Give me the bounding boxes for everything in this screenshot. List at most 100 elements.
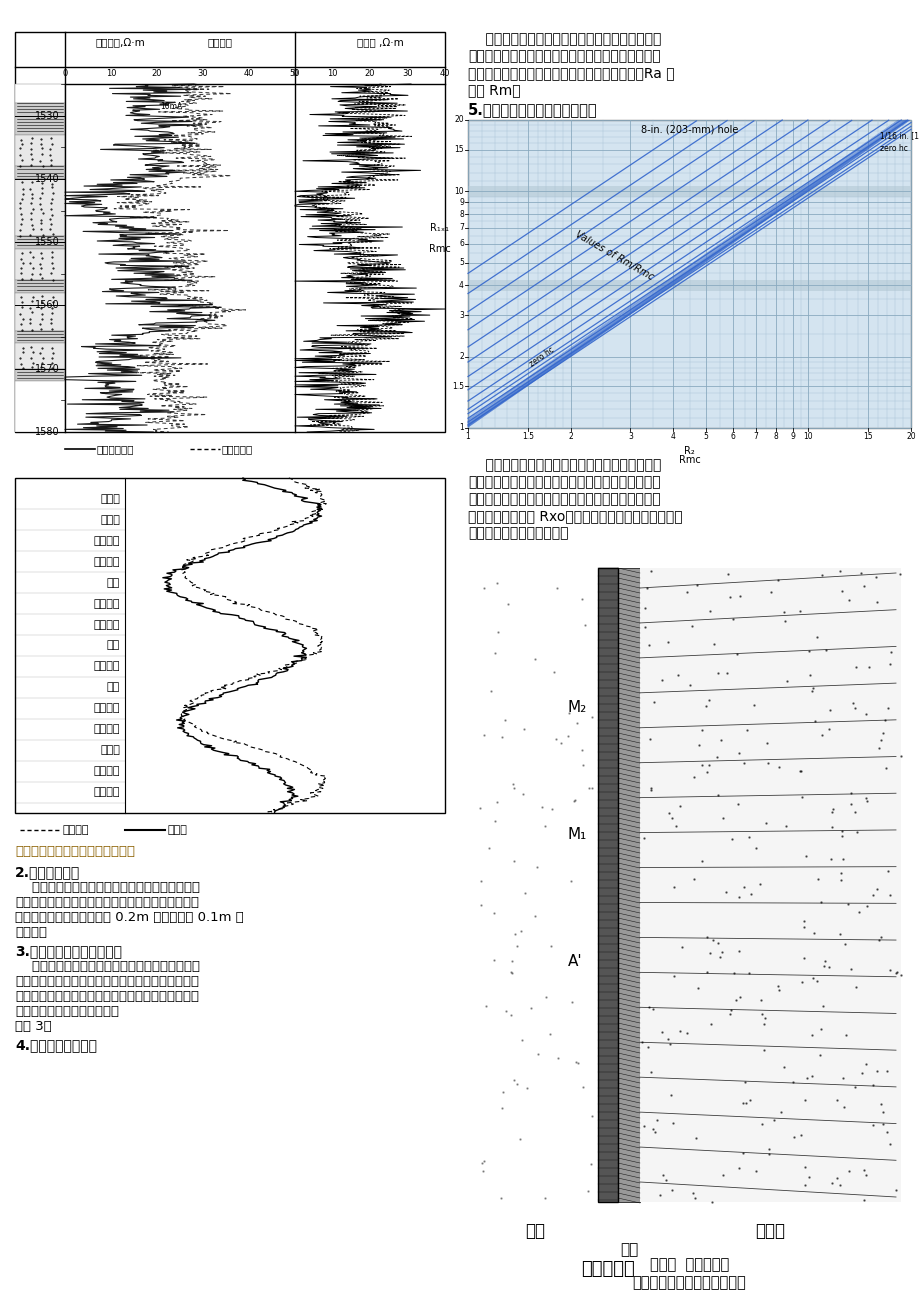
Text: 井径扩大: 井径扩大 [94, 536, 119, 546]
Text: 由于渗透层井壁上形成泥饼，并且泥饼的电阻率: 由于渗透层井壁上形成泥饼，并且泥饼的电阻率 [468, 458, 661, 473]
Text: 微电极系曲线的纵向分辨能力较强。划分薄互层: 微电极系曲线的纵向分辨能力较强。划分薄互层 [15, 881, 199, 894]
Text: 6: 6 [459, 240, 463, 249]
Text: 近于 Rm。: 近于 Rm。 [468, 83, 520, 98]
Text: 2: 2 [459, 353, 463, 361]
Text: 电极系的极板悬空，所测视电阻率曲线幅度低，Ra 接: 电极系的极板悬空，所测视电阻率曲线幅度低，Ra 接 [468, 66, 674, 79]
Text: 微梯度曲线: 微梯度曲线 [221, 444, 253, 454]
Text: 泥岩: 泥岩 [107, 682, 119, 693]
Text: 第二节  微侧向测井: 第二节 微侧向测井 [649, 1256, 729, 1272]
Bar [618, 568, 640, 1202]
Text: 4: 4 [459, 281, 463, 290]
Bar [468, 280, 910, 290]
Text: zero hc: zero hc [879, 143, 907, 152]
Text: 10: 10 [803, 432, 812, 441]
Text: 10: 10 [327, 69, 337, 78]
Text: Rmc: Rmc [428, 245, 450, 254]
Text: 井原理形成了微侧向测井。: 井原理形成了微侧向测井。 [468, 526, 568, 540]
Text: 含油砂岩: 含油砂岩 [94, 661, 119, 672]
Text: 在井内，如有井壁坍塌形成大洞穴或石灰岩的溶: 在井内，如有井壁坍塌形成大洞穴或石灰岩的溶 [468, 33, 661, 46]
Text: 微电极具有划分薄层和区分渗透性和非渗透性地: 微电极具有划分薄层和区分渗透性和非渗透性地 [15, 960, 199, 973]
Text: Values of Rm/Rmc: Values of Rm/Rmc [573, 229, 654, 283]
Text: R₂: R₂ [684, 447, 694, 456]
Text: 一、微侧向电极系及电流分布: 一、微侧向电极系及电流分布 [632, 1275, 745, 1290]
Text: 比冲洗带的电阻率低得多，在微电极测井时，泥饼对: 比冲洗带的电阻率低得多，在微电极测井时，泥饼对 [468, 475, 660, 490]
Bar [15, 293, 65, 331]
Bar [15, 178, 65, 236]
Bar [15, 103, 65, 134]
Text: 1580: 1580 [35, 427, 60, 437]
Bar [15, 134, 65, 167]
Text: 视电阻率,Ω·m: 视电阻率,Ω·m [95, 36, 144, 47]
Text: 1: 1 [459, 423, 463, 432]
Text: 1: 1 [465, 432, 470, 441]
Text: 8-in. (203-mm) hole: 8-in. (203-mm) hole [641, 125, 737, 135]
Text: 孔隙灰岩: 孔隙灰岩 [94, 788, 119, 797]
Text: 40: 40 [439, 69, 449, 78]
Bar [15, 33, 445, 432]
Text: 1/16 in. [1.5 mm]: 1/16 in. [1.5 mm] [879, 132, 919, 141]
Text: 各种沉积的微电极系测井曲线特征: 各种沉积的微电极系测井曲线特征 [15, 845, 135, 858]
Text: 15: 15 [454, 145, 463, 154]
Bar [15, 331, 65, 344]
Text: 微电极测井: 微电极测井 [581, 1260, 634, 1279]
Text: 灰质夹层: 灰质夹层 [94, 724, 119, 734]
Text: 30: 30 [198, 69, 208, 78]
Text: R₁ₓ₁: R₁ₓ₁ [430, 223, 449, 233]
Bar [15, 478, 445, 812]
Text: 3.确定含油砂岩的有效厚度: 3.确定含油砂岩的有效厚度 [15, 944, 122, 958]
Text: M₂: M₂ [567, 700, 586, 715]
Text: zero hc: zero hc [528, 345, 555, 368]
Text: 1540: 1540 [35, 174, 60, 184]
Bar [15, 344, 65, 368]
Bar [15, 249, 65, 280]
Text: 的薄层。: 的薄层。 [15, 926, 47, 939]
Bar [15, 236, 65, 249]
Text: 4.确定井径扩大井段: 4.确定井径扩大井段 [15, 1038, 96, 1052]
Bar [15, 368, 65, 381]
Text: 2: 2 [568, 432, 573, 441]
Text: 含水砂岩: 含水砂岩 [94, 703, 119, 713]
Text: 组和薄夹层比较可靠；根据曲线的分离点或半幅点确: 组和薄夹层比较可靠；根据曲线的分离点或半幅点确 [15, 896, 199, 909]
Text: 50: 50 [289, 69, 300, 78]
Text: 含油砂岩: 含油砂岩 [94, 620, 119, 630]
Bar [640, 568, 900, 1202]
Text: 除，得到油气层的有效厚度。: 除，得到油气层的有效厚度。 [15, 1005, 119, 1018]
Text: 泥灰岩: 泥灰岩 [100, 745, 119, 755]
Text: 砂质泥岩: 砂质泥岩 [94, 557, 119, 566]
Text: 6: 6 [730, 432, 734, 441]
Text: 1.5: 1.5 [451, 381, 463, 391]
Text: 映冲洗带的电阻率 Rxo。为此对微电极测井利用聚焦测: 映冲洗带的电阻率 Rxo。为此对微电极测井利用聚焦测 [468, 509, 682, 523]
Text: 微电极 ,Ω·m: 微电极 ,Ω·m [357, 36, 403, 47]
Text: 10mA: 10mA [160, 102, 182, 111]
Text: 40: 40 [244, 69, 254, 78]
Bar [597, 568, 618, 1202]
Text: 20: 20 [454, 116, 463, 125]
Text: 0: 0 [292, 69, 298, 78]
Text: 电流具有分流作用，使微电极测井曲线不能真实地反: 电流具有分流作用，使微电极测井曲线不能真实地反 [468, 492, 660, 506]
Text: M₁: M₁ [567, 827, 586, 842]
Text: 3: 3 [628, 432, 632, 441]
Text: 1560: 1560 [35, 301, 60, 310]
Text: 泥岩: 泥岩 [107, 641, 119, 651]
Text: 9: 9 [789, 432, 795, 441]
Text: 洞（当洞穴直径大于微电极系扶正器的直径）时，微: 洞（当洞穴直径大于微电极系扶正器的直径）时，微 [468, 49, 660, 62]
Text: 3: 3 [459, 311, 463, 319]
Text: 30: 30 [402, 69, 413, 78]
Text: 10: 10 [106, 69, 116, 78]
Text: 1550: 1550 [35, 237, 60, 247]
Text: 泥岩: 泥岩 [107, 578, 119, 587]
Text: A': A' [567, 953, 582, 969]
Text: 9: 9 [459, 198, 463, 207]
Bar [15, 280, 65, 293]
Text: 微电位曲线；: 微电位曲线； [96, 444, 134, 454]
Text: 5.确定冲洗带电阻率和泥饼厚度: 5.确定冲洗带电阻率和泥饼厚度 [468, 102, 597, 117]
Text: Rmc: Rmc [678, 454, 699, 465]
Text: 微梯度: 微梯度 [168, 825, 187, 835]
Text: 10: 10 [454, 186, 463, 195]
Bar [468, 186, 910, 197]
Text: 渗透层: 渗透层 [754, 1223, 785, 1240]
Text: 自然电位: 自然电位 [208, 36, 233, 47]
Text: 层的两大特点，可利用它将油气层中的非渗透性薄夹: 层的两大特点，可利用它将油气层中的非渗透性薄夹 [15, 975, 199, 988]
Bar [15, 167, 65, 178]
Text: 1570: 1570 [35, 363, 60, 374]
